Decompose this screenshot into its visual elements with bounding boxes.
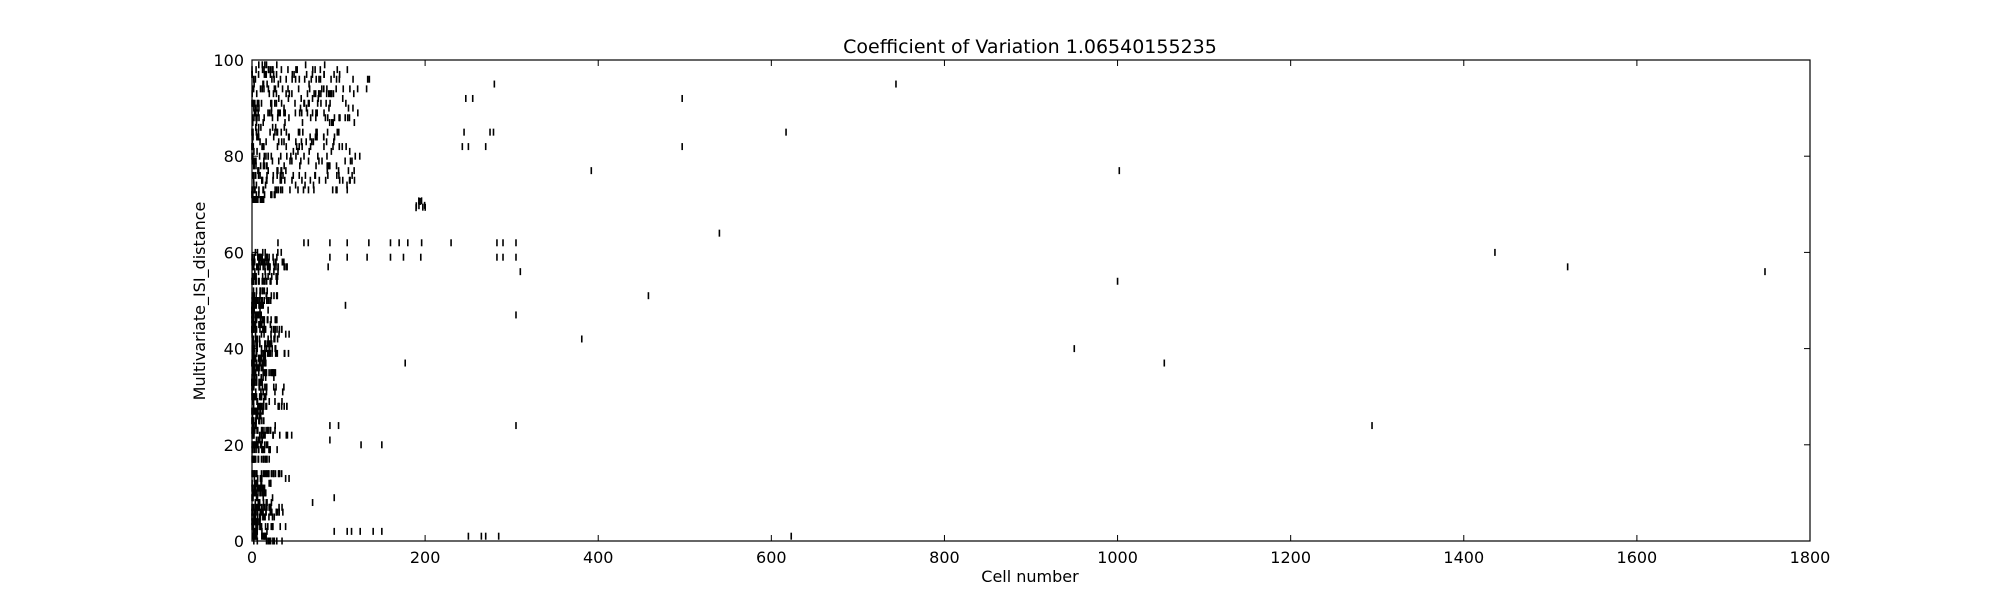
y-tick-label: 0 — [234, 532, 244, 551]
y-tick-label: 20 — [224, 436, 244, 455]
x-tick-label: 1600 — [1617, 548, 1658, 567]
x-tick-label: 1400 — [1443, 548, 1484, 567]
x-tick-label: 1800 — [1790, 548, 1831, 567]
chart-title: Coefficient of Variation 1.06540155235 — [843, 36, 1217, 58]
y-axis-label: Multivariate_ISI_distance — [190, 202, 210, 401]
y-tick-label: 80 — [224, 147, 244, 166]
plot-frame — [251, 59, 1811, 542]
x-axis-label: Cell number — [981, 567, 1079, 586]
x-tick-label: 200 — [410, 548, 441, 567]
x-tick-label: 0 — [247, 548, 257, 567]
data-marks — [277, 80, 1766, 540]
x-tick-label: 600 — [756, 548, 787, 567]
axes: 0 200 400 600 800 1000 1200 1400 1600 1800 0 20 40 60… — [213, 51, 1830, 567]
x-tick-label: 1000 — [1097, 548, 1138, 567]
x-tick-label: 1200 — [1270, 548, 1311, 567]
x-tick-label: 800 — [929, 548, 960, 567]
x-tick-label: 400 — [583, 548, 614, 567]
y-tick-label: 60 — [224, 243, 244, 262]
y-tick-label: 100 — [213, 51, 244, 70]
dense-spike-band — [251, 61, 427, 545]
y-tick-label: 40 — [224, 340, 244, 359]
